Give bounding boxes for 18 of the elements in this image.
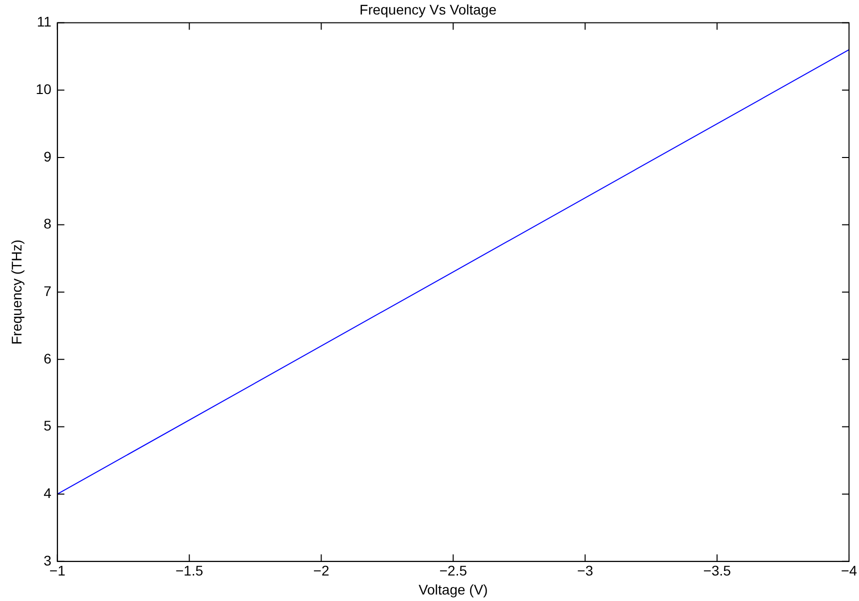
x-tick-label: −2.5 [439, 562, 468, 579]
y-axis-title: Frequency (THz) [8, 240, 24, 345]
x-tick-label: −2 [313, 562, 330, 579]
y-tick-label: 6 [44, 350, 52, 366]
x-tick-label: −3.5 [703, 562, 732, 579]
y-tick-label: 7 [44, 282, 52, 299]
x-axis-title: Voltage (V) [418, 581, 488, 598]
chart-title: Frequency Vs Voltage [360, 1, 497, 18]
y-tick-label: 9 [44, 148, 52, 164]
y-tick-label: 4 [44, 484, 52, 501]
y-tick-label: 3 [44, 552, 52, 568]
x-tick-label: −1.5 [175, 562, 204, 579]
y-tick-label: 11 [36, 14, 52, 30]
y-tick-label: 10 [36, 80, 52, 97]
y-tick-label: 5 [44, 418, 52, 434]
x-tick-label: −3 [577, 562, 594, 579]
x-tick-label: −4 [841, 562, 858, 579]
y-tick-label: 8 [44, 216, 52, 232]
